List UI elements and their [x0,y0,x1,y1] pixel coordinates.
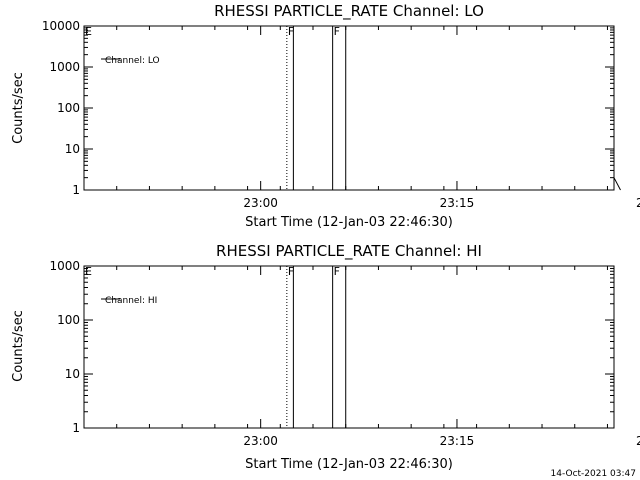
panel-lo-legend-label: Channel: LO [105,56,160,66]
x-tick-label: 23:30 [636,434,640,448]
panel-hi: RHESSI PARTICLE_RATE Channel: HI Start T… [11,242,640,472]
y-tick-label: 10000 [42,19,80,33]
y-tick-label: 10 [65,142,80,156]
x-tick-label: 23:15 [440,434,475,448]
y-tick-label: 1000 [49,60,80,74]
x-tick-label: 23:00 [243,196,278,210]
footer-timestamp: 14-Oct-2021 03:47 [551,469,636,479]
y-tick-label: 1000 [49,259,80,273]
y-tick-label: 100 [57,101,80,115]
event-marker-label: F [334,25,340,38]
panel-hi-title: RHESSI PARTICLE_RATE Channel: HI [216,242,482,261]
panel-hi-xlabel: Start Time (12-Jan-03 22:46:30) [245,457,453,472]
x-tick-label: 23:00 [243,434,278,448]
event-marker-label: E [85,25,92,38]
y-tick-label: 1 [72,183,80,197]
panel-hi-legend-label: Channel: HI [105,296,157,306]
panel-hi-ylabel: Counts/sec [11,310,26,382]
event-marker-label: E [85,265,92,278]
event-marker-label: F [288,25,294,38]
y-tick-label: 1 [72,421,80,435]
panel-lo-ylabel: Counts/sec [11,72,26,144]
panel-lo: RHESSI PARTICLE_RATE Channel: LO Start T… [11,2,640,230]
series-line [613,177,621,191]
y-tick-label: 100 [57,313,80,327]
panel-lo-xlabel: Start Time (12-Jan-03 22:46:30) [245,215,453,230]
x-tick-label: 23:30 [636,196,640,210]
event-marker-label: F [334,265,340,278]
event-marker-label: F [288,265,294,278]
x-tick-label: 23:15 [440,196,475,210]
y-tick-label: 10 [65,367,80,381]
panel-lo-title: RHESSI PARTICLE_RATE Channel: LO [214,2,484,21]
